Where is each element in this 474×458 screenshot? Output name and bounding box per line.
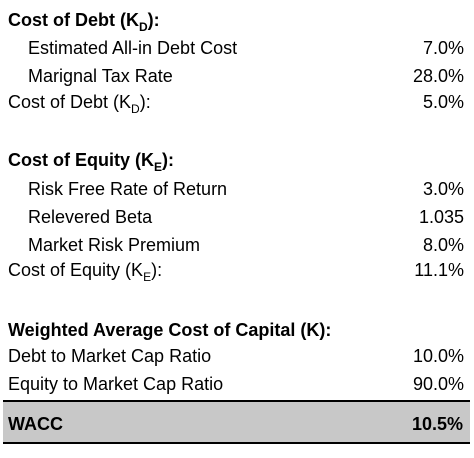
cost-of-debt-total-row: Cost of Debt (KD): 5.0% xyxy=(0,88,474,116)
equity-row-label: Risk Free Rate of Return xyxy=(28,179,228,199)
debt-row-value: 28.0% xyxy=(412,66,464,86)
wacc-row-debt-ratio: Debt to Market Cap Ratio 10.0% xyxy=(0,342,474,370)
equity-row-market-risk-premium: Market Risk Premium 8.0% xyxy=(0,231,474,259)
wacc-label: WACC xyxy=(8,414,63,434)
cost-of-equity-total-end: ): xyxy=(151,260,163,280)
equity-row-value: 3.0% xyxy=(422,179,464,199)
wacc-row-value: 90.0% xyxy=(412,374,464,394)
cost-of-debt-heading: Cost of Debt (KD): xyxy=(0,6,474,34)
cost-of-equity-heading-subscript: E xyxy=(154,160,163,174)
debt-row-tax-rate: Marignal Tax Rate 28.0% xyxy=(0,62,474,90)
cost-of-debt-heading-end: ): xyxy=(147,10,160,30)
wacc-row-equity-ratio: Equity to Market Cap Ratio 90.0% xyxy=(0,370,474,398)
wacc-section-heading: Weighted Average Cost of Capital (K): xyxy=(0,316,474,344)
wacc-total-bar: WACC 10.5% xyxy=(3,400,470,444)
debt-row-all-in-cost: Estimated All-in Debt Cost 7.0% xyxy=(0,34,474,62)
cost-of-debt-total-end: ): xyxy=(139,92,151,112)
equity-row-label: Market Risk Premium xyxy=(28,235,201,255)
cost-of-debt-total-label: Cost of Debt (K xyxy=(8,92,132,112)
cost-of-equity-heading: Cost of Equity (KE): xyxy=(0,146,474,174)
equity-row-value: 8.0% xyxy=(422,235,464,255)
debt-row-label: Marignal Tax Rate xyxy=(28,66,173,86)
cost-of-equity-total-label: Cost of Equity (K xyxy=(8,260,144,280)
cost-of-debt-total-subscript: D xyxy=(131,102,140,116)
wacc-row-label: Debt to Market Cap Ratio xyxy=(8,346,212,366)
debt-row-value: 7.0% xyxy=(422,38,464,58)
cost-of-equity-total-subscript: E xyxy=(143,270,152,284)
cost-of-debt-total-value: 5.0% xyxy=(422,92,464,112)
cost-of-debt-heading-text: Cost of Debt (K xyxy=(8,10,139,30)
equity-row-label: Relevered Beta xyxy=(28,207,153,227)
cost-of-equity-heading-end: ): xyxy=(162,150,175,170)
wacc-value: 10.5% xyxy=(411,414,463,434)
cost-of-debt-heading-subscript: D xyxy=(138,20,148,34)
wacc-section-heading-text: Weighted Average Cost of Capital (K): xyxy=(8,320,332,340)
wacc-row-value: 10.0% xyxy=(412,346,464,366)
cost-of-equity-heading-text: Cost of Equity (K xyxy=(8,150,154,170)
cost-of-equity-total-row: Cost of Equity (KE): 11.1% xyxy=(0,256,474,284)
equity-row-value: 1.035 xyxy=(418,207,464,227)
cost-of-equity-total-value: 11.1% xyxy=(414,260,464,280)
equity-row-risk-free: Risk Free Rate of Return 3.0% xyxy=(0,175,474,203)
equity-row-beta: Relevered Beta 1.035 xyxy=(0,203,474,231)
debt-row-label: Estimated All-in Debt Cost xyxy=(28,38,238,58)
wacc-row-label: Equity to Market Cap Ratio xyxy=(8,374,224,394)
